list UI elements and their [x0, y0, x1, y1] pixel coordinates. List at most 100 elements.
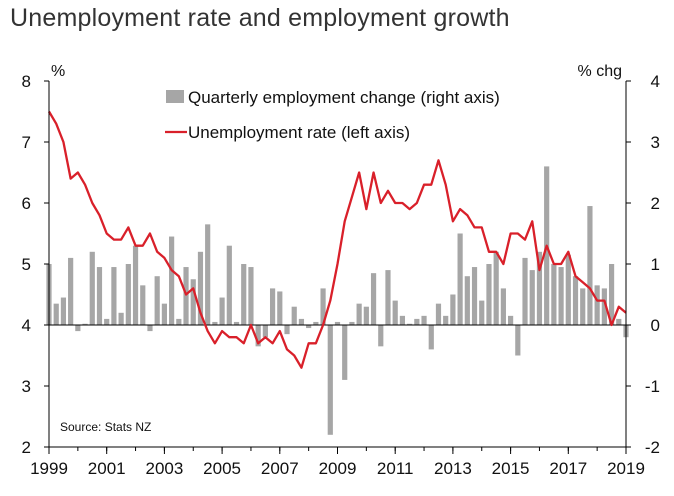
legend: Quarterly employment change (right axis)… [165, 88, 500, 142]
right-tick-label: 4 [651, 72, 660, 91]
employment-bar [68, 257, 74, 325]
employment-bar [190, 279, 196, 325]
employment-bar [147, 325, 153, 332]
left-tick-label: 5 [22, 255, 31, 274]
employment-bar [111, 267, 117, 325]
employment-bar [616, 318, 622, 325]
employment-bar [82, 323, 88, 325]
employment-bar [205, 224, 211, 325]
x-tick-label: 2017 [549, 459, 587, 478]
x-tick-label: 2013 [434, 459, 472, 478]
employment-bar [327, 325, 333, 435]
legend-bar-swatch [166, 90, 184, 103]
employment-bar [486, 264, 492, 325]
employment-bar [118, 312, 124, 325]
employment-bar [471, 267, 478, 325]
employment-bar [435, 303, 442, 325]
employment-bar [140, 285, 146, 325]
legend-bar-label: Quarterly employment change (right axis) [188, 88, 500, 107]
employment-bar [197, 251, 204, 325]
employment-bar [587, 206, 593, 325]
left-tick-label: 3 [22, 377, 31, 396]
employment-bar [356, 303, 362, 325]
employment-bar [96, 267, 103, 325]
employment-bar [508, 315, 514, 325]
x-tick-label: 2019 [607, 459, 645, 478]
employment-bar [500, 288, 506, 325]
x-tick-label: 2001 [88, 459, 126, 478]
right-tick-label: 2 [651, 194, 660, 213]
employment-bar [536, 251, 543, 325]
right-tick-label: 3 [651, 133, 660, 152]
employment-bar [176, 318, 182, 325]
right-tick-label: -2 [645, 438, 660, 457]
employment-bar [248, 267, 254, 325]
employment-bar [298, 318, 305, 325]
employment-bar [125, 264, 131, 325]
employment-bar [60, 297, 67, 325]
employment-bar [522, 257, 528, 325]
left-axis-unit: % [51, 63, 65, 80]
employment-bar [493, 251, 499, 325]
employment-bar [75, 325, 81, 332]
employment-bar [183, 267, 189, 325]
employment-bar [443, 315, 449, 325]
chart-title: Unemployment rate and employment growth [10, 4, 510, 32]
employment-bar [269, 288, 276, 325]
employment-bar [262, 325, 268, 338]
employment-bar [378, 325, 384, 347]
unemployment-line [48, 110, 627, 369]
employment-bar [385, 270, 391, 325]
employment-bar [233, 321, 240, 325]
left-tick-label: 7 [22, 133, 31, 152]
employment-bar [212, 321, 218, 325]
employment-bar [255, 325, 261, 347]
x-tick-label: 2011 [377, 459, 414, 478]
employment-bar [284, 325, 290, 335]
x-tick-label: 2003 [145, 459, 183, 478]
legend-line-label: Unemployment rate (left axis) [188, 123, 410, 142]
employment-bar [414, 318, 420, 325]
left-tick-label: 8 [22, 72, 31, 91]
employment-bar [89, 251, 95, 325]
employment-bar [601, 288, 607, 325]
x-tick-label: 1999 [30, 459, 68, 478]
left-tick-label: 6 [22, 194, 31, 213]
employment-bar [226, 245, 232, 325]
employment-bar [450, 294, 456, 325]
employment-bar [169, 236, 175, 325]
employment-bar [479, 300, 485, 325]
employment-bar [219, 297, 225, 325]
employment-bar [572, 276, 579, 325]
x-tick-label: 2015 [492, 459, 530, 478]
bar-series [46, 166, 629, 435]
x-tick-label: 2005 [203, 459, 241, 478]
employment-bar [320, 288, 326, 325]
employment-bar [306, 325, 312, 329]
employment-bar [104, 318, 110, 325]
employment-bar [407, 323, 413, 325]
employment-bar [580, 288, 586, 325]
employment-bar [515, 325, 521, 356]
employment-bar [428, 325, 434, 350]
source-note: Source: Stats NZ [60, 420, 151, 434]
employment-bar [370, 273, 377, 325]
x-tick-label: 2009 [319, 459, 357, 478]
employment-bar [399, 315, 406, 325]
employment-bar [277, 291, 283, 325]
right-axis-unit: % chg [578, 63, 622, 80]
employment-bar [594, 285, 600, 325]
employment-bar [421, 315, 427, 325]
employment-bar [241, 264, 247, 325]
axes: 2 3 4 5 6 7 8 -2 -1 0 1 2 3 4 1999 2001 2003 2005 2007 2009… [22, 72, 660, 478]
employment-bar [558, 267, 564, 325]
employment-bar [392, 300, 398, 325]
employment-bar [53, 303, 59, 325]
x-tick-label: 2007 [261, 459, 299, 478]
left-tick-label: 2 [22, 438, 31, 457]
employment-bar [529, 270, 535, 325]
left-tick-label: 4 [22, 316, 31, 335]
employment-bar [313, 321, 319, 325]
right-tick-label: -1 [645, 377, 660, 396]
